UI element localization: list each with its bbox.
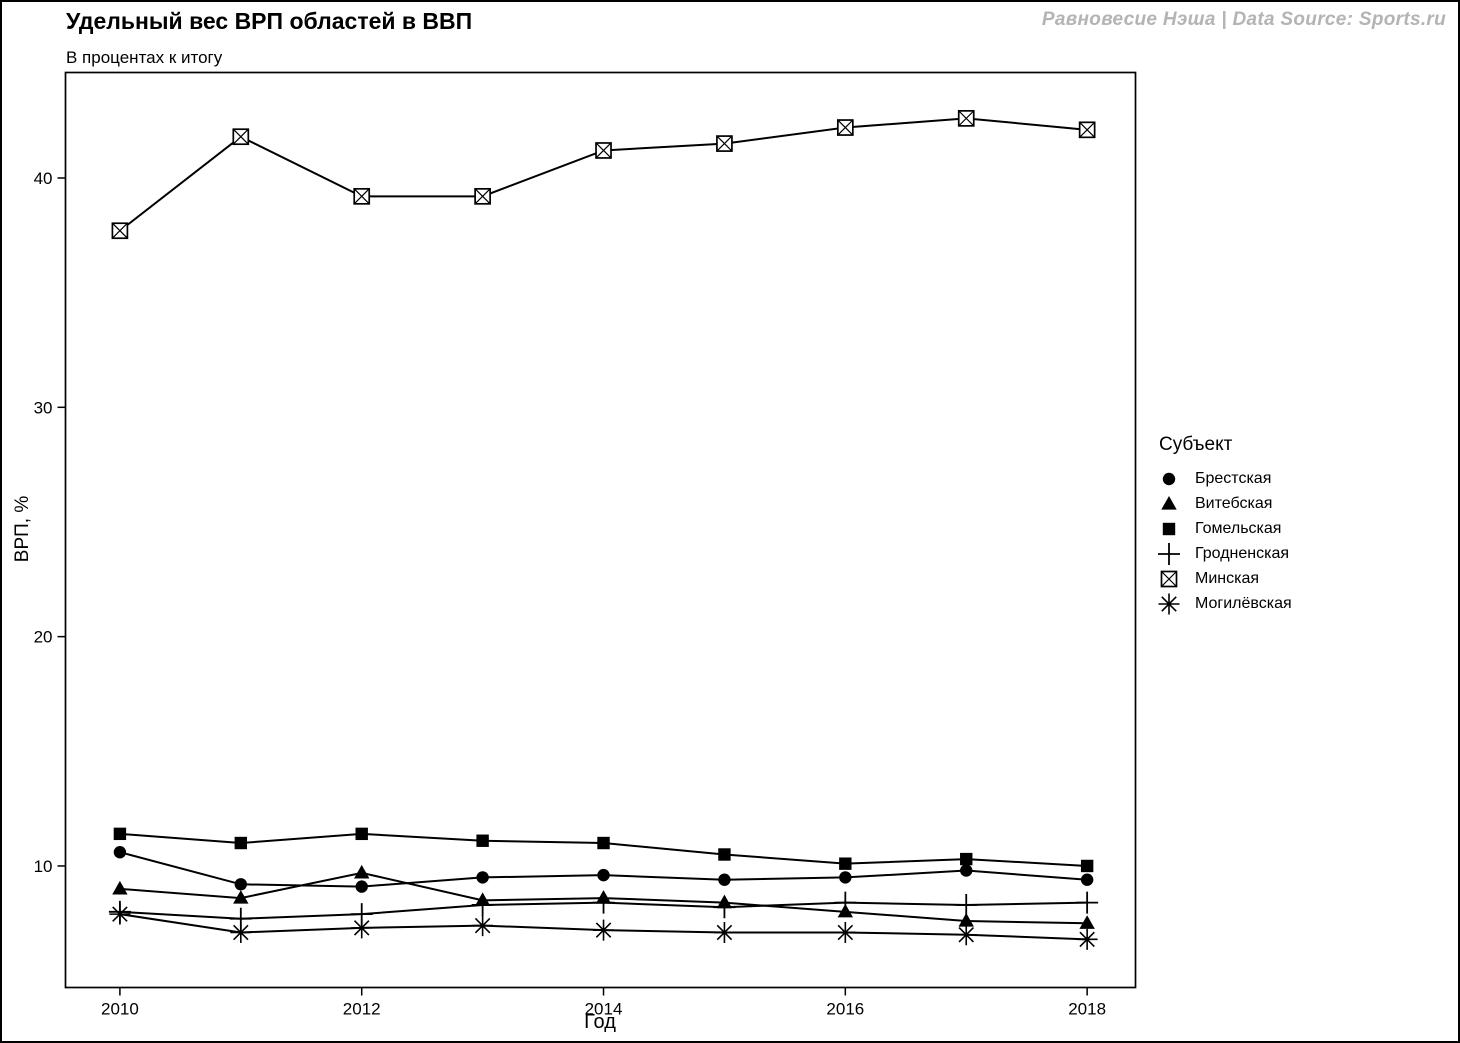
square-marker-icon [355,827,368,841]
circle-marker-icon [718,873,731,886]
circle-marker-icon [960,864,973,877]
boxed-x-marker-icon [474,187,491,205]
circle-marker-icon [355,880,368,893]
circle-legend-marker-icon [1162,472,1176,485]
asterisk-marker-icon [230,921,252,943]
asterisk-marker-icon [109,903,131,925]
square-marker-icon [839,857,852,870]
plot-border [64,71,1137,989]
series-line-boxed-x [119,117,1088,232]
circle-marker-icon [1162,472,1176,485]
plus-marker-icon [1076,891,1099,914]
legend-item: Гомельская [1155,516,1292,541]
watermark: Равновесие Нэша | Data Source: Sports.ru [1041,9,1446,30]
triangle-legend-marker-icon [1161,495,1177,510]
square-legend-marker-icon [1162,522,1176,535]
plus-marker-icon [713,896,736,919]
boxed-x-marker-icon [716,135,733,152]
circle-marker-icon [476,871,489,884]
legend-items: Брестская Витебская Гомельская Гродненская М… [1155,466,1292,616]
y-tick-label: 10 [34,857,53,876]
legend-item-label: Могилёвская [1195,594,1292,612]
circle-marker-icon [1080,873,1094,886]
triangle-marker-icon [1079,915,1095,929]
triangle-marker-icon [1161,495,1177,510]
triangle-marker-icon [354,864,370,879]
circle-marker-icon [234,878,248,891]
x-tick-label: 2010 [101,1000,139,1019]
legend-item: Витебская [1155,491,1292,516]
legend-item-label: Гродненская [1195,544,1290,562]
y-axis-label: ВРП, % [12,495,33,563]
square-marker-icon [1080,859,1094,873]
x-tick-label: 2014 [585,1000,623,1019]
square-marker-icon [1162,522,1176,535]
legend-item-label: Брестская [1195,469,1272,487]
chart-subtitle: В процентах к итогу [66,48,223,67]
y-tick-label: 30 [34,398,53,417]
square-marker-icon [476,834,489,847]
legend-item-label: Гомельская [1195,519,1282,537]
asterisk-marker-icon [1158,593,1180,614]
boxed-x-marker-icon [957,110,975,127]
asterisk-marker-icon [472,915,494,937]
legend-item: Гродненская [1155,541,1292,566]
circle-marker-icon [597,868,610,882]
legend-item: Минская [1155,566,1292,591]
asterisk-legend-marker-icon [1158,593,1180,614]
boxed-x-marker-icon [1078,121,1096,139]
legend-item: Могилёвская [1155,591,1292,616]
plus-marker-icon [471,893,494,916]
square-marker-icon [234,836,248,850]
boxed-x-legend-marker-icon [1160,570,1178,587]
boxed-x-marker-icon [232,128,250,146]
plus-marker-icon [834,891,857,914]
legend-title: Субъект [1159,434,1233,455]
triangle-marker-icon [112,880,128,895]
circle-marker-icon [839,871,852,884]
asterisk-marker-icon [351,917,373,939]
x-tick-label: 2016 [826,1000,864,1019]
plus-legend-marker-icon [1158,542,1180,565]
boxed-x-marker-icon [1160,570,1178,587]
y-tick-label: 40 [34,169,53,188]
circle-marker-icon [113,845,127,859]
plus-marker-icon [1158,542,1180,565]
x-axis-label: Год [584,1011,616,1033]
asterisk-marker-icon [593,919,615,941]
asterisk-marker-icon [1076,928,1098,950]
chart-title: Удельный вес ВРП областей в ВВП [66,8,473,34]
triangle-marker-icon [958,912,974,927]
boxed-x-marker-icon [353,187,371,205]
y-tick-label: 20 [34,628,53,647]
triangle-marker-icon [233,890,249,904]
x-tick-label: 2018 [1068,1000,1106,1019]
legend: Субъект Брестская Витебская Гомельская Грод… [1155,434,1292,616]
asterisk-marker-icon [713,921,735,943]
square-marker-icon [718,848,731,861]
x-tick-label: 2012 [343,1000,381,1019]
legend-item-label: Витебская [1195,494,1273,512]
boxed-x-marker-icon [111,222,129,240]
asterisk-marker-icon [955,924,977,946]
plus-marker-icon [592,891,615,914]
boxed-x-marker-icon [836,119,854,136]
square-marker-icon [960,852,973,866]
boxed-x-marker-icon [595,142,612,159]
legend-item: Брестская [1155,466,1292,491]
square-marker-icon [597,836,610,850]
plus-marker-icon [955,893,978,916]
asterisk-marker-icon [834,921,856,943]
legend-item-label: Минская [1195,569,1260,587]
square-marker-icon [113,827,127,841]
